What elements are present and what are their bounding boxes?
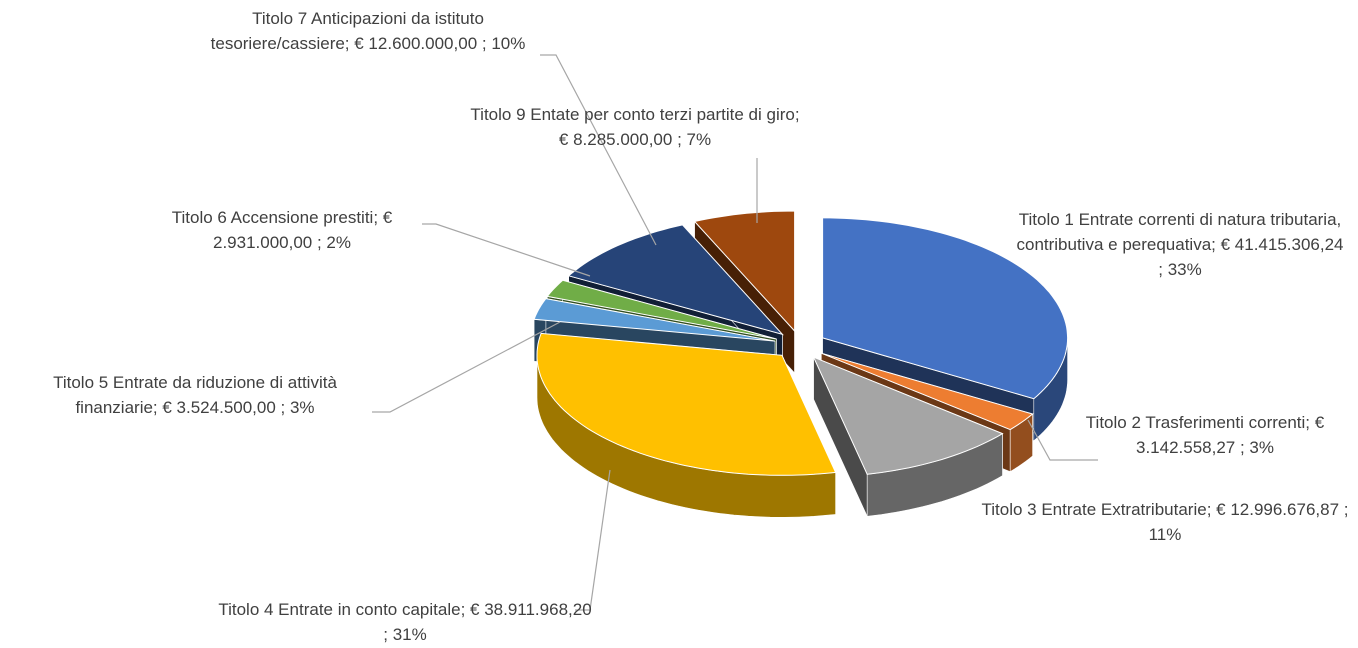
data-label: Titolo 2 Trasferimenti correnti; € 3.142… <box>1085 413 1325 457</box>
slice-top <box>812 356 1004 475</box>
leader-line <box>372 321 561 413</box>
slice-top <box>821 352 1034 431</box>
data-label: Titolo 5 Entrate da riduzione di attivit… <box>53 373 337 417</box>
slice-top <box>546 279 777 340</box>
leader-line <box>575 469 611 611</box>
slice-top <box>533 298 776 342</box>
slice-top <box>693 210 796 333</box>
data-label: Titolo 6 Accensione prestiti; € 2.931.00… <box>171 208 393 252</box>
data-label: Titolo 3 Entrate Extratributarie; € 12.9… <box>981 500 1349 544</box>
slice-top <box>822 217 1069 400</box>
data-label: Titolo 7 Anticipazioni da istituto tesor… <box>210 9 526 53</box>
data-label: Titolo 1 Entrate correnti di natura trib… <box>1016 210 1344 279</box>
leader-line <box>540 54 657 246</box>
leader-line <box>1027 419 1098 461</box>
slice <box>536 332 837 518</box>
slice-top <box>536 332 837 476</box>
data-label: Titolo 4 Entrate in conto capitale; € 38… <box>218 600 592 644</box>
data-label: Titolo 9 Entate per conto terzi partite … <box>470 105 800 149</box>
slice-top <box>567 224 785 336</box>
slice <box>812 356 1004 517</box>
leader-line <box>422 223 591 277</box>
